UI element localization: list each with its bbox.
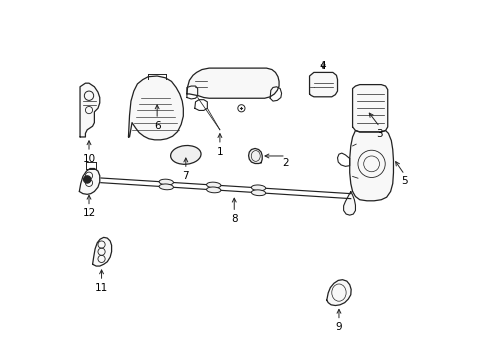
Text: 3: 3 — [376, 129, 383, 139]
Text: 8: 8 — [231, 214, 238, 224]
Polygon shape — [79, 168, 100, 194]
Text: 7: 7 — [182, 171, 189, 181]
Ellipse shape — [159, 184, 173, 190]
Polygon shape — [310, 72, 338, 97]
Ellipse shape — [159, 179, 173, 185]
Ellipse shape — [171, 145, 201, 164]
Polygon shape — [353, 85, 388, 132]
Polygon shape — [327, 280, 351, 306]
Circle shape — [84, 176, 91, 183]
Text: 1: 1 — [217, 147, 223, 157]
Polygon shape — [343, 192, 355, 215]
Polygon shape — [128, 76, 183, 140]
Ellipse shape — [251, 190, 266, 195]
Polygon shape — [248, 148, 262, 163]
Text: 5: 5 — [401, 176, 408, 186]
Text: 11: 11 — [95, 283, 108, 293]
Text: 4: 4 — [320, 60, 326, 71]
Text: 9: 9 — [336, 322, 343, 332]
Ellipse shape — [251, 185, 266, 191]
Polygon shape — [80, 83, 100, 137]
Text: 10: 10 — [82, 154, 96, 164]
Polygon shape — [93, 237, 112, 266]
Text: 2: 2 — [283, 158, 289, 168]
Ellipse shape — [207, 187, 221, 193]
Ellipse shape — [207, 182, 221, 188]
Polygon shape — [350, 131, 393, 201]
Text: 12: 12 — [82, 208, 96, 218]
Polygon shape — [187, 68, 279, 98]
Text: 6: 6 — [154, 121, 160, 131]
